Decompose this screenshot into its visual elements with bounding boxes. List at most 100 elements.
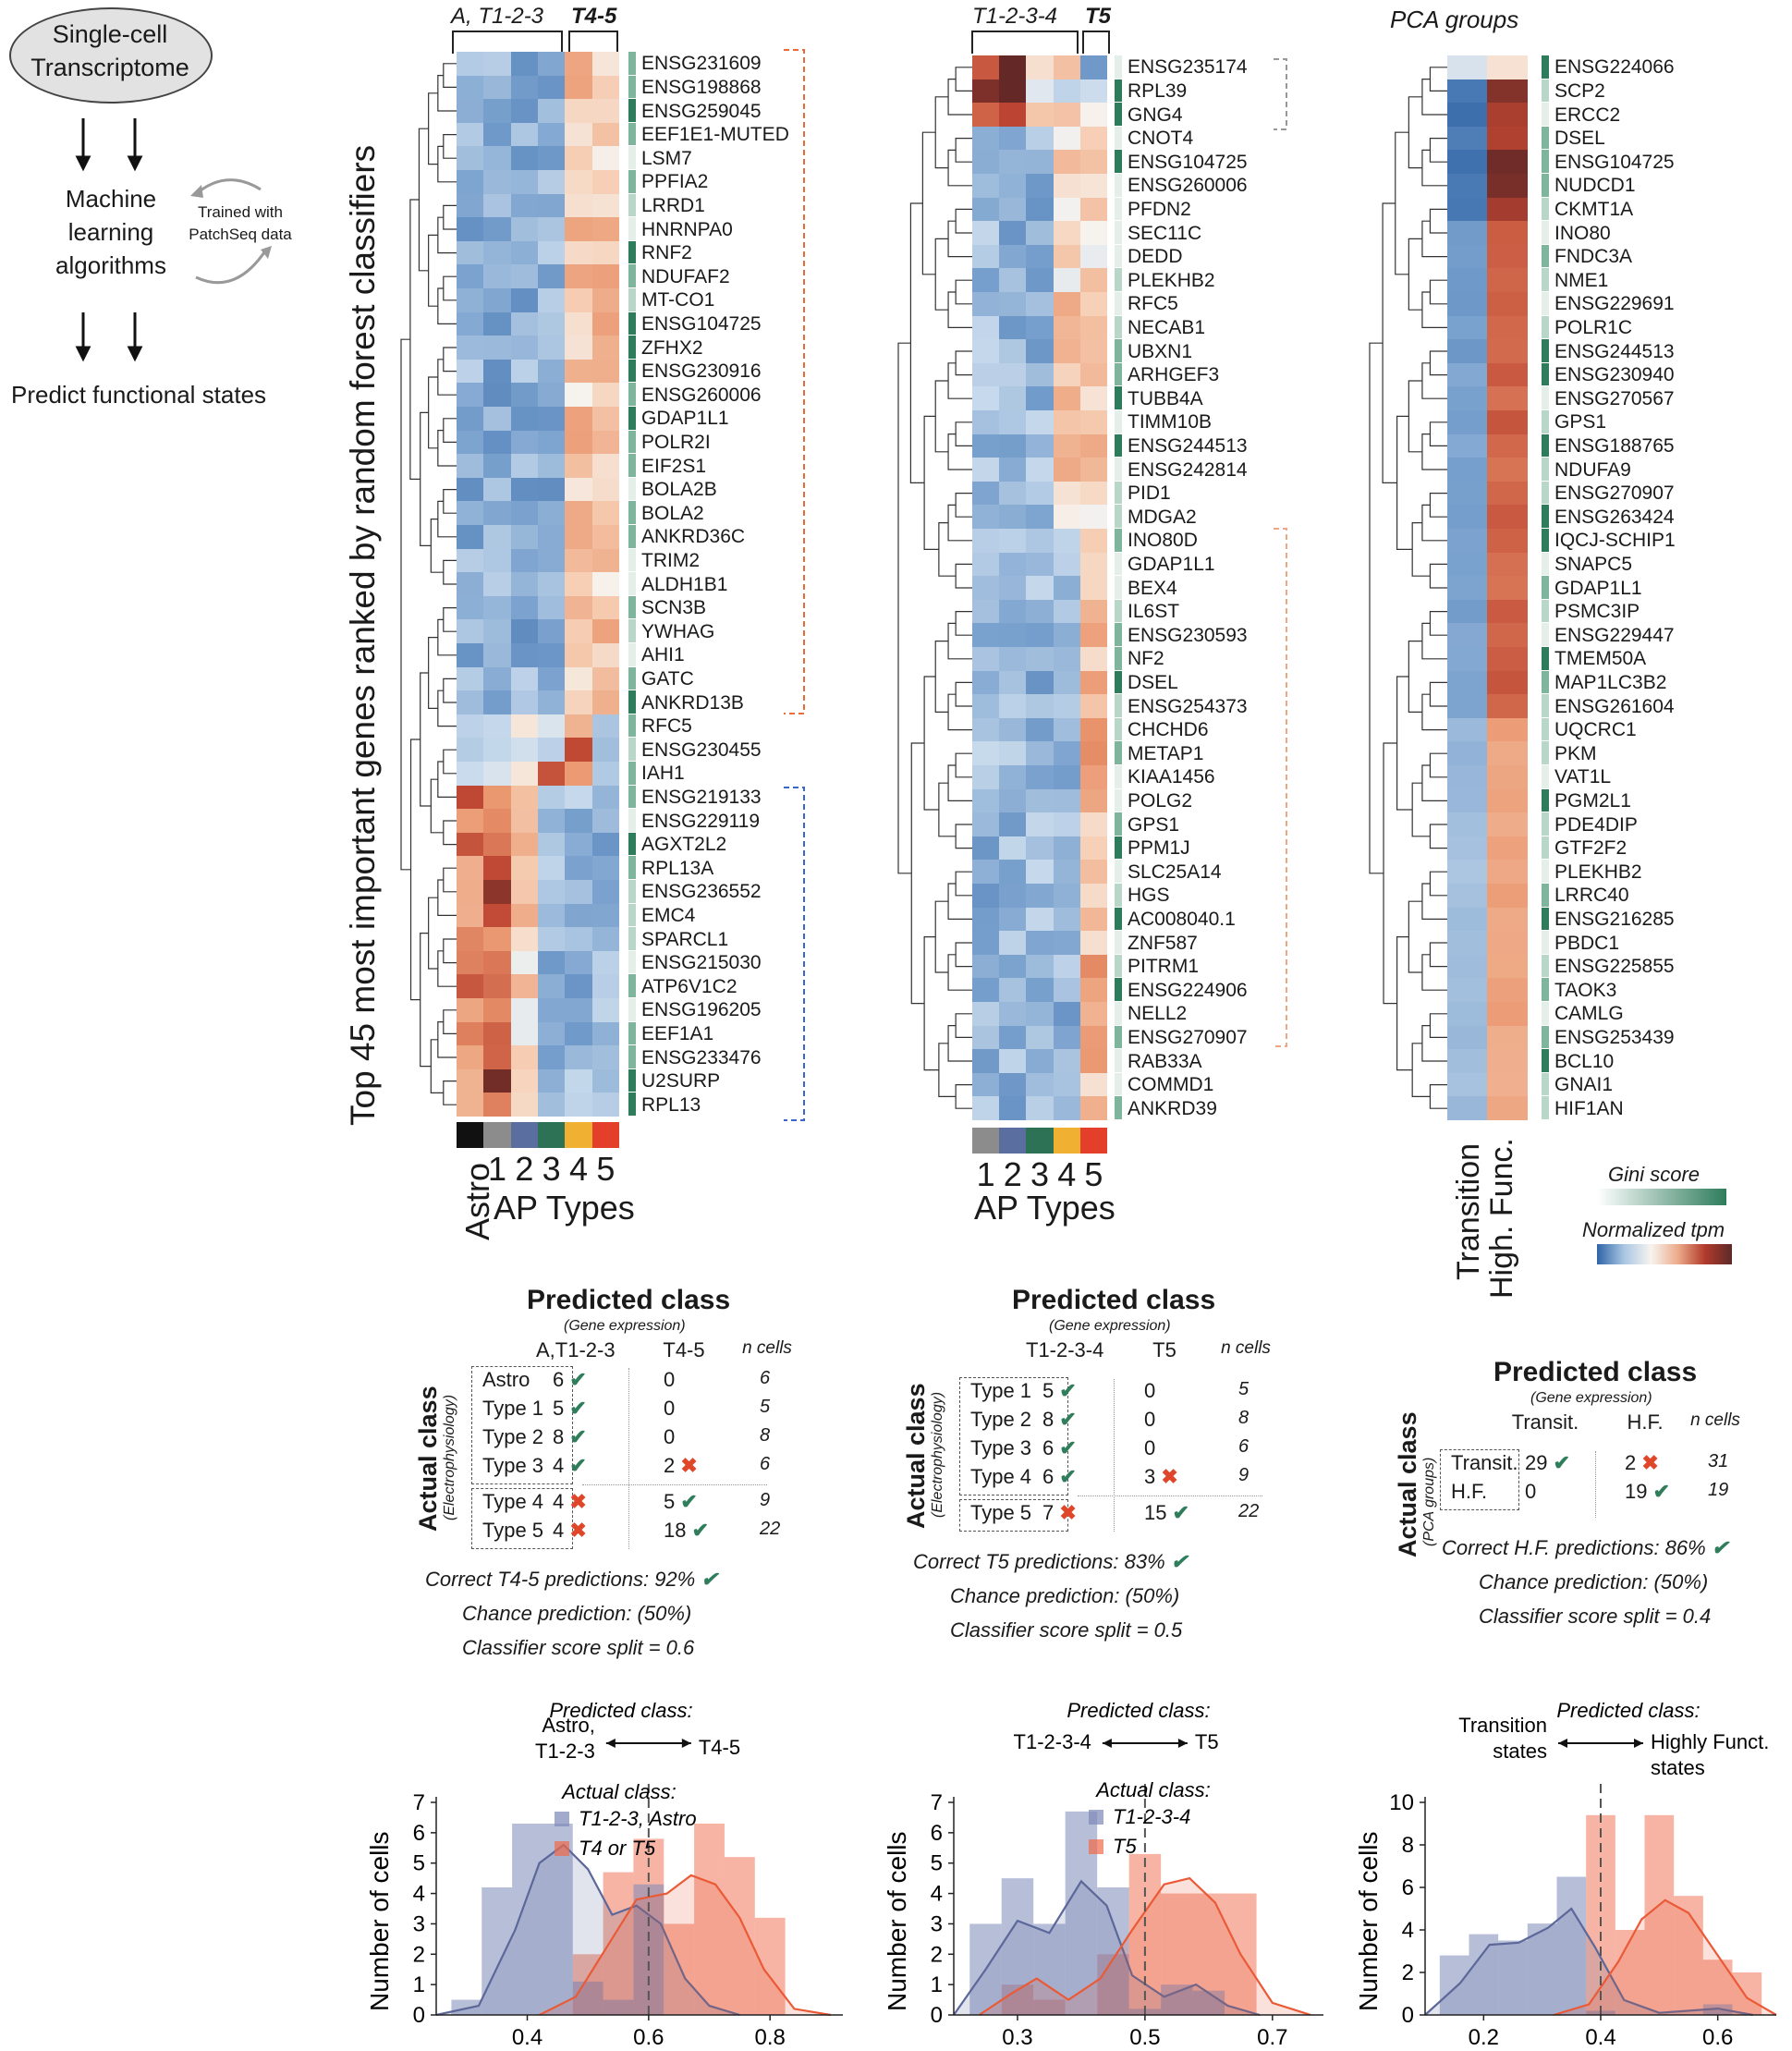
table-row-label: Type 5: [970, 1501, 1032, 1524]
heat-cell: [972, 103, 1000, 128]
y-tick-label: 2: [413, 1942, 425, 1967]
hist-bar-series-b: [694, 1824, 725, 2015]
heat-cell: [999, 386, 1027, 411]
gene-label: HNRNPA0: [641, 218, 733, 240]
heat-cell: [1079, 1072, 1108, 1097]
type-label: 1: [976, 1155, 995, 1193]
gene-label: ENSG230455: [641, 739, 762, 761]
heat-cell: [972, 1072, 1000, 1097]
heat-cell: [1079, 741, 1108, 766]
heat-cell: [565, 1045, 593, 1070]
heat-cell: [457, 75, 484, 100]
cell-value: 0: [664, 1425, 676, 1448]
heat-cell: [565, 974, 593, 999]
hist-bar-series-a: [1192, 1990, 1225, 2015]
cell-value: 4: [553, 1490, 565, 1513]
panel1-heatmap: [457, 52, 620, 1117]
table-cell: 29 ✔: [1525, 1451, 1570, 1475]
gene-label: RNF2: [641, 242, 692, 264]
heat-cell: [565, 336, 593, 360]
table-cell: 6 ✔: [553, 1368, 587, 1392]
gene-label: METAP1: [1128, 742, 1204, 764]
heat-cell: [1053, 221, 1081, 246]
heat-cell: [1487, 79, 1528, 104]
gene-label: ENSG219133: [641, 786, 762, 808]
gene-label: TIMM10B: [1128, 411, 1213, 433]
panel3-dendrogram: [1369, 67, 1447, 1109]
y-tick-label: 2: [1402, 1960, 1414, 1985]
heat-cell: [1487, 860, 1528, 885]
gini-score-cell: [1115, 717, 1122, 741]
gini-score-cell: [1115, 647, 1122, 670]
heat-cell: [457, 311, 484, 336]
gini-score-cell: [628, 619, 636, 642]
heat-cell: [1053, 1002, 1081, 1027]
panel3-heatmap: [1447, 55, 1528, 1121]
heat-cell: [538, 548, 566, 573]
heat-cell: [510, 122, 539, 147]
heat-cell: [972, 244, 1000, 269]
confusion-table-2: Predicted class (Gene expression) T1-2-3-4…: [895, 1285, 1320, 1673]
y-tick-label: 3: [413, 1911, 425, 1936]
heat-cell: [510, 595, 539, 620]
gene-label: RFC5: [641, 715, 692, 738]
y-tick-label: 7: [931, 1790, 943, 1815]
heat-cell: [457, 146, 484, 171]
gini-score-cell: [628, 903, 636, 927]
heat-cell: [1487, 292, 1528, 317]
heat-cell: [1053, 1096, 1081, 1121]
heat-cell: [510, 454, 539, 479]
cell-value: 4: [553, 1454, 565, 1477]
heat-cell: [972, 150, 1000, 175]
type-color-swatch: [510, 1122, 539, 1148]
heat-cell: [972, 221, 1000, 246]
hist-bar-series-a: [1469, 1934, 1499, 2015]
heat-cell: [591, 950, 620, 975]
cell-value: 6: [1042, 1436, 1054, 1459]
heat-cell: [483, 998, 512, 1023]
heat-cell: [1079, 788, 1108, 813]
heat-cell: [1079, 765, 1108, 790]
heat-cell: [565, 595, 593, 620]
heat-cell: [538, 903, 566, 928]
heat-cell: [1487, 623, 1528, 648]
actual-class-label: Actual class: [1394, 1411, 1421, 1557]
gene-label: COMMD1: [1128, 1074, 1214, 1096]
heat-cell: [1447, 221, 1488, 246]
gini-score-cell: [1115, 788, 1122, 812]
heat-cell: [1447, 244, 1488, 269]
heat-cell: [972, 481, 1000, 506]
heat-cell: [565, 643, 593, 668]
density-curve-series-b: [978, 1876, 1311, 2017]
type-label: 4: [1057, 1155, 1077, 1193]
gini-score-cell: [1542, 860, 1549, 883]
check-icon: ✔: [1647, 1480, 1671, 1503]
heat-cell: [999, 150, 1027, 175]
heat-cell: [999, 410, 1027, 435]
heat-cell: [483, 193, 512, 218]
table-cell: 6 ✔: [1042, 1436, 1077, 1460]
heat-cell: [591, 501, 620, 526]
heat-cell: [457, 430, 484, 455]
heat-cell: [591, 548, 620, 573]
heat-cell: [483, 336, 512, 360]
hist-bar-series-a: [1439, 1955, 1469, 2015]
heat-cell: [1026, 221, 1054, 246]
gene-label: RPL13: [641, 1093, 701, 1116]
heat-cell: [972, 79, 1000, 104]
heat-cell: [1447, 812, 1488, 837]
heat-cell: [1053, 576, 1081, 601]
table-row-label: Type 4: [482, 1490, 544, 1513]
gene-label: DSEL: [1128, 671, 1178, 693]
heat-cell: [972, 1025, 1000, 1050]
heat-cell: [591, 217, 620, 242]
check-icon: ✔: [1054, 1408, 1077, 1431]
heat-cell: [1447, 907, 1488, 932]
heat-cell: [457, 99, 484, 124]
gene-label: ENSG254373: [1128, 695, 1248, 717]
gini-score-cell: [628, 785, 636, 809]
gene-label: CKMT1A: [1554, 198, 1634, 220]
table-cell: 5 ✔: [553, 1397, 587, 1421]
table-col-header: Transit.: [1511, 1410, 1579, 1434]
heat-cell: [591, 477, 620, 502]
